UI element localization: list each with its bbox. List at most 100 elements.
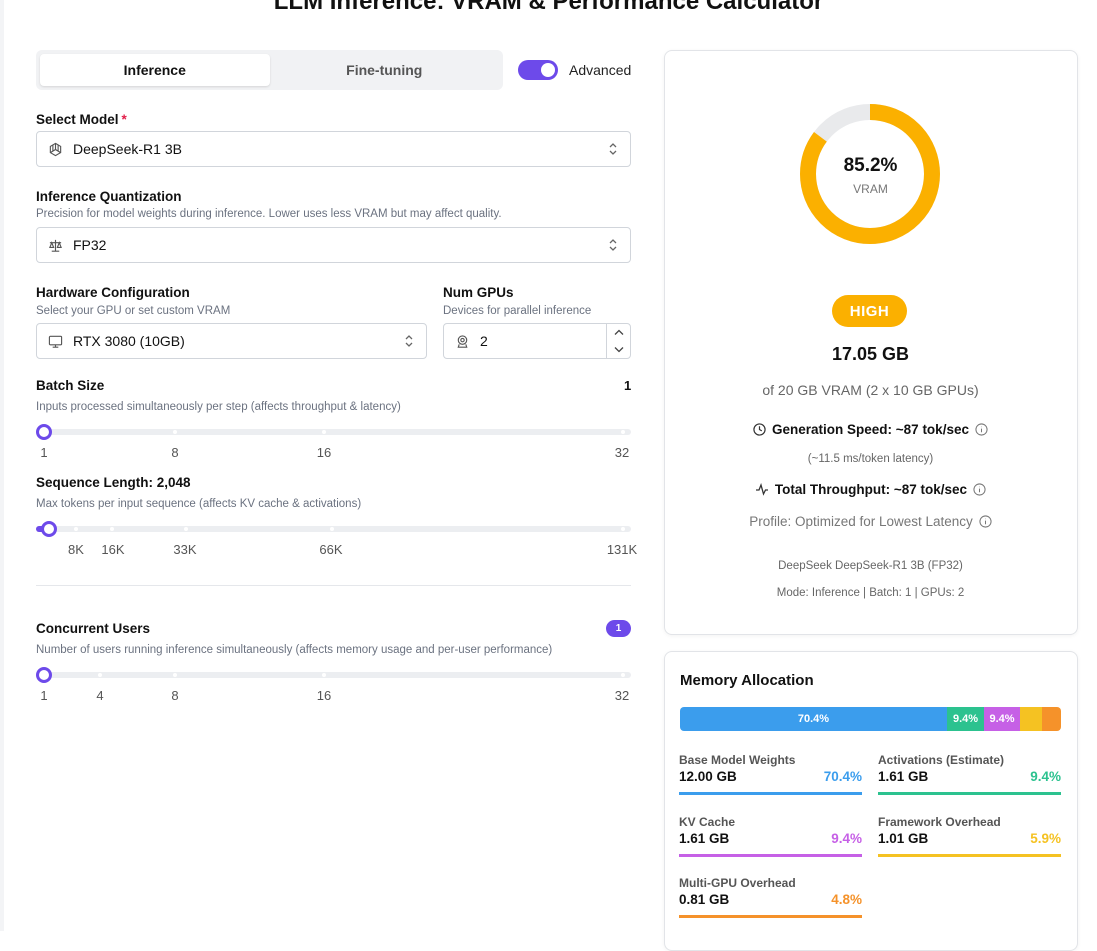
monitor-icon bbox=[48, 334, 63, 349]
gpus-stepper bbox=[606, 324, 630, 358]
allocation-item: Activations (Estimate) 1.61 GB 9.4% bbox=[878, 753, 1061, 795]
allocation-pct: 9.4% bbox=[831, 831, 862, 846]
users-count-badge: 1 bbox=[606, 620, 631, 637]
section-divider bbox=[36, 585, 631, 586]
allocation-name: Multi-GPU Overhead bbox=[679, 876, 796, 890]
left-edge bbox=[0, 0, 4, 931]
profile-text: Profile: Optimized for Lowest Latency bbox=[749, 514, 973, 529]
quantization-label: Inference Quantization bbox=[36, 189, 182, 204]
openai-icon bbox=[48, 142, 63, 157]
gpus-input[interactable]: 2 bbox=[443, 323, 631, 359]
batch-value: 1 bbox=[624, 378, 632, 393]
allocation-pct: 4.8% bbox=[831, 892, 862, 907]
summary-card bbox=[664, 50, 1078, 635]
users-tick-label: 8 bbox=[171, 688, 179, 703]
memory-title: Memory Allocation bbox=[680, 672, 814, 689]
allocation-gb: 1.61 GB bbox=[679, 831, 730, 846]
allocation-underline bbox=[878, 792, 1061, 795]
slider-tick bbox=[621, 673, 625, 677]
sequence-hint: Max tokens per input sequence (affects K… bbox=[36, 498, 362, 510]
allocation-underline bbox=[679, 915, 862, 918]
memory-bar-segment bbox=[1042, 707, 1061, 731]
model-label-text: Select Model bbox=[36, 112, 119, 127]
model-select[interactable]: DeepSeek-R1 3B bbox=[36, 131, 631, 167]
total-throughput: Total Throughput: ~87 tok/sec bbox=[664, 482, 1077, 497]
mode-summary: Mode: Inference | Batch: 1 | GPUs: 2 bbox=[776, 587, 965, 599]
allocation-name: Framework Overhead bbox=[878, 815, 1001, 829]
slider-thumb[interactable] bbox=[41, 521, 57, 537]
slider-tick bbox=[98, 673, 102, 677]
slider-thumb[interactable] bbox=[36, 424, 52, 440]
vram-caption: VRAM bbox=[853, 182, 888, 196]
allocation-item: Framework Overhead 1.01 GB 5.9% bbox=[878, 815, 1061, 857]
info-icon[interactable] bbox=[975, 423, 988, 436]
hardware-select[interactable]: RTX 3080 (10GB) bbox=[36, 323, 427, 359]
scale-icon bbox=[48, 238, 63, 253]
vram-percent: 85.2% bbox=[843, 155, 898, 176]
slider-tick bbox=[173, 673, 177, 677]
vram-total: of 20 GB VRAM (2 x 10 GB GPUs) bbox=[762, 382, 979, 398]
allocation-item: KV Cache 1.61 GB 9.4% bbox=[679, 815, 862, 857]
slider-tick bbox=[330, 527, 334, 531]
gauge-arc bbox=[800, 104, 940, 244]
quantization-select[interactable]: FP32 bbox=[36, 227, 631, 263]
slider-tick bbox=[74, 527, 78, 531]
gpus-input-value: 2 bbox=[480, 333, 488, 349]
allocation-gb: 12.00 GB bbox=[679, 769, 737, 784]
slider-tick bbox=[173, 430, 177, 434]
slider-thumb[interactable] bbox=[36, 667, 52, 683]
total-throughput-text: Total Throughput: ~87 tok/sec bbox=[774, 482, 968, 497]
allocation-underline bbox=[679, 854, 862, 857]
users-tick-label: 4 bbox=[96, 688, 104, 703]
advanced-toggle[interactable] bbox=[518, 60, 558, 80]
model-select-value: DeepSeek-R1 3B bbox=[73, 141, 182, 157]
memory-bar-segment: 9.4% bbox=[984, 707, 1020, 731]
clock-icon bbox=[753, 423, 766, 436]
profile: Profile: Optimized for Lowest Latency bbox=[664, 514, 1077, 529]
page-title: LLM Inference: VRAM & Performance Calcul… bbox=[273, 0, 824, 15]
info-icon[interactable] bbox=[979, 515, 992, 528]
gpus-hint: Devices for parallel inference bbox=[443, 305, 592, 317]
latency: (~11.5 ms/token latency) bbox=[807, 453, 934, 465]
sequence-tick-label: 16K bbox=[101, 542, 125, 557]
decrement-button[interactable] bbox=[607, 341, 630, 358]
allocation-pct: 70.4% bbox=[823, 769, 862, 784]
batch-tick-label: 16 bbox=[316, 445, 332, 460]
tab-inference[interactable]: Inference bbox=[40, 54, 270, 86]
batch-tick-label: 8 bbox=[171, 445, 179, 460]
chevron-updown-icon bbox=[609, 239, 617, 251]
allocation-name: KV Cache bbox=[679, 815, 736, 829]
batch-tick-label: 1 bbox=[40, 445, 48, 460]
tab-fine-tuning[interactable]: Fine-tuning bbox=[346, 62, 423, 78]
gpu-icon bbox=[455, 334, 470, 349]
batch-hint: Inputs processed simultaneously per step… bbox=[36, 401, 401, 413]
quantization-hint: Precision for model weights during infer… bbox=[36, 208, 502, 220]
batch-label: Batch Size bbox=[36, 378, 105, 393]
advanced-toggle-label: Advanced bbox=[569, 62, 632, 78]
model-summary: DeepSeek DeepSeek-R1 3B (FP32) bbox=[778, 560, 963, 572]
required-mark: * bbox=[121, 112, 127, 127]
vram-gauge bbox=[800, 104, 940, 244]
sequence-tick-label: 131K bbox=[606, 542, 638, 557]
batch-tick-label: 32 bbox=[614, 445, 630, 460]
model-label: Select Model * bbox=[36, 112, 127, 127]
allocation-gb: 1.01 GB bbox=[878, 831, 929, 846]
sequence-tick-label: 8K bbox=[68, 542, 84, 557]
allocation-name: Activations (Estimate) bbox=[878, 753, 1005, 767]
sequence-tick-label: 33K bbox=[173, 542, 197, 557]
sequence-label: Sequence Length: 2,048 bbox=[36, 475, 191, 490]
memory-bar-segment bbox=[1020, 707, 1042, 731]
increment-button[interactable] bbox=[607, 324, 630, 341]
info-icon[interactable] bbox=[973, 483, 986, 496]
vram-used: 17.05 GB bbox=[831, 344, 910, 364]
quantization-select-value: FP32 bbox=[73, 237, 107, 253]
allocation-item: Base Model Weights 12.00 GB 70.4% bbox=[679, 753, 862, 795]
slider-tick bbox=[621, 527, 625, 531]
hardware-hint: Select your GPU or set custom VRAM bbox=[36, 305, 231, 317]
slider-tick bbox=[621, 430, 625, 434]
allocation-gb: 1.61 GB bbox=[878, 769, 929, 784]
memory-bar-segment: 9.4% bbox=[947, 707, 984, 731]
usage-level-badge: HIGH bbox=[832, 295, 907, 327]
allocation-pct: 5.9% bbox=[1030, 831, 1061, 846]
slider-track bbox=[36, 672, 631, 678]
